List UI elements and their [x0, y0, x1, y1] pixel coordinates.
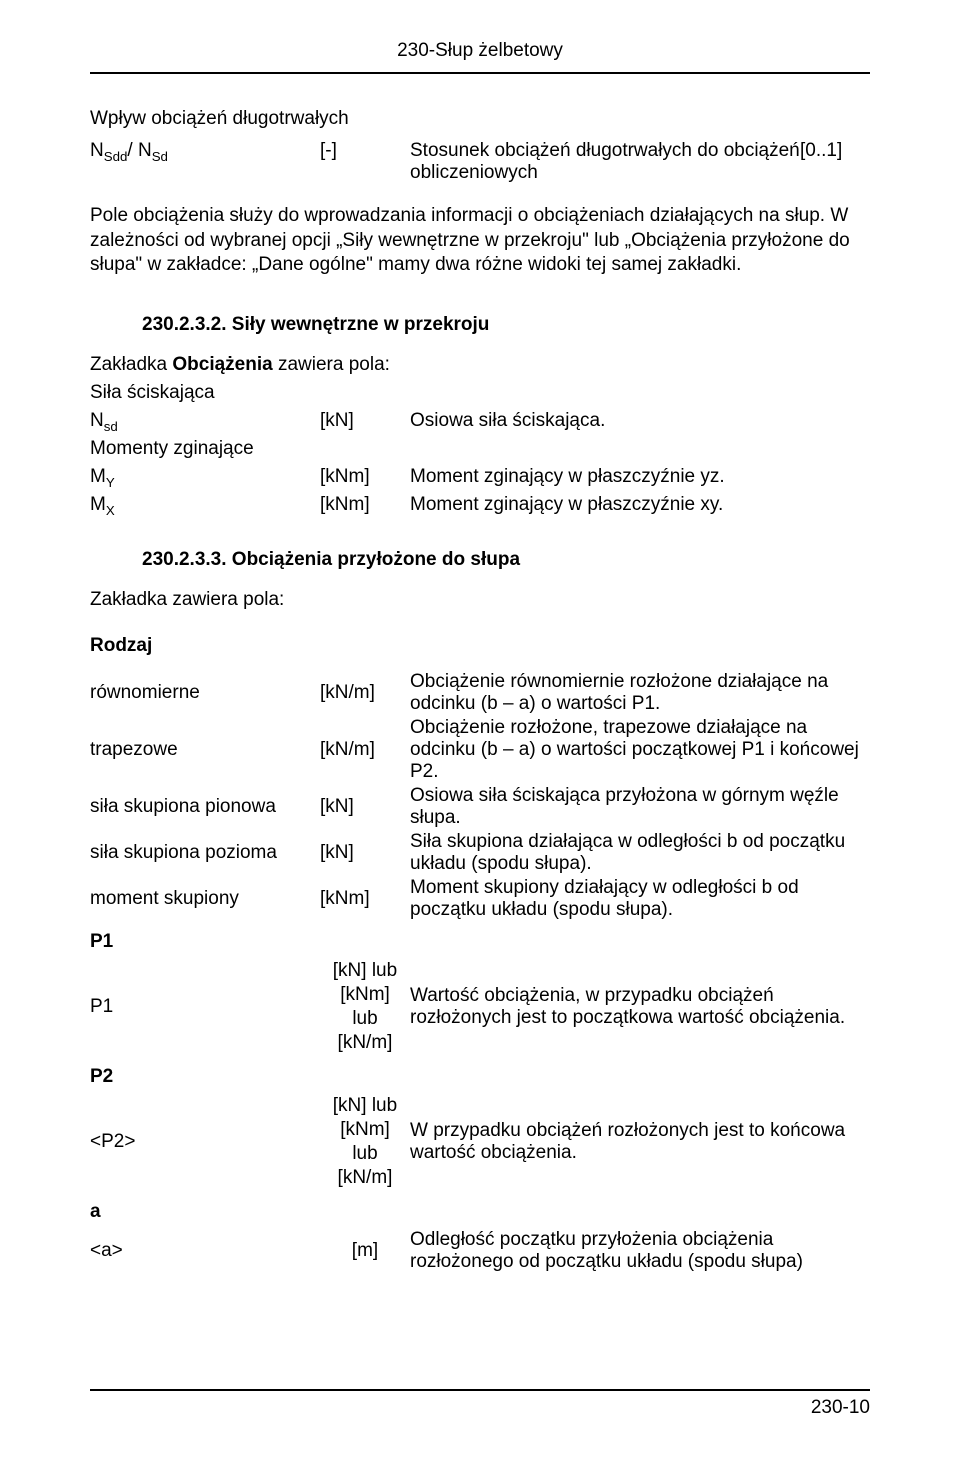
tab1-lead-pref: Zakładka	[90, 354, 172, 375]
rodzaj-desc: Moment skupiony działający w odległości …	[410, 877, 870, 921]
desc-nsd: Osiowa siła ściskająca.	[410, 410, 870, 432]
sym-p2: <P2>	[90, 1131, 320, 1153]
desc-nsdd: Stosunek obciążeń długotrwałych do obcią…	[410, 140, 800, 184]
unit-mx: [kNm]	[320, 494, 410, 516]
sym-mx: MX	[90, 494, 320, 518]
header-rule	[90, 72, 870, 74]
unit-nsd: [kN]	[320, 410, 410, 432]
sym-p1: P1	[90, 996, 320, 1018]
rodzaj-unit: [kN/m]	[320, 739, 410, 761]
sym-nsd: Nsd	[90, 410, 320, 434]
desc-mx: Moment zginający w płaszczyźnie xy.	[410, 494, 870, 516]
row-p1: P1 [kN] lub[kNm]lub[kN/m] Wartość obciąż…	[90, 959, 870, 1054]
rodzaj-row: siła skupiona pozioma[kN]Siła skupiona d…	[90, 831, 870, 875]
heading-p1: P1	[90, 931, 870, 953]
unit-p1: [kN] lub[kNm]lub[kN/m]	[320, 959, 410, 1054]
rodzaj-unit: [kN/m]	[320, 682, 410, 704]
rodzaj-row: siła skupiona pionowa[kN]Osiowa siła ści…	[90, 785, 870, 829]
range-nsdd: [0..1]	[800, 140, 870, 162]
unit-a: [m]	[320, 1240, 410, 1262]
tab2-lead: Zakładka zawiera pola:	[90, 589, 870, 611]
unit-nsdd: [-]	[320, 140, 410, 162]
footer: 230-10	[90, 1389, 870, 1419]
group-sila-sciskajaca: Siła ściskająca	[90, 382, 870, 404]
rodzaj-desc: Osiowa siła ściskająca przyłożona w górn…	[410, 785, 870, 829]
subhead-230-2-3-3: 230.2.3.3. Obciążenia przyłożone do słup…	[142, 549, 870, 571]
rodzaj-sym: siła skupiona pozioma	[90, 842, 320, 864]
sym-my: MY	[90, 466, 320, 490]
rodzaj-row: równomierne[kN/m]Obciążenie równomiernie…	[90, 671, 870, 715]
rodzaj-row: trapezowe[kN/m]Obciążenie rozłożone, tra…	[90, 717, 870, 783]
rodzaj-desc: Obciążenie równomiernie rozłożone działa…	[410, 671, 870, 715]
rodzaj-unit: [kNm]	[320, 888, 410, 910]
rodzaj-unit: [kN]	[320, 796, 410, 818]
heading-rodzaj: Rodzaj	[90, 635, 870, 657]
paragraph-info: Pole obciążenia służy do wprowadzania in…	[90, 204, 870, 278]
section-influence-lead: Wpływ obciążeń długotrwałych	[90, 108, 870, 130]
desc-p1: Wartość obciążenia, w przypadku obciążeń…	[410, 985, 870, 1029]
rodzaj-unit: [kN]	[320, 842, 410, 864]
group-momenty: Momenty zginające	[90, 438, 870, 460]
rodzaj-desc: Siła skupiona działająca w odległości b …	[410, 831, 870, 875]
row-p2: <P2> [kN] lub[kNm]lub[kN/m] W przypadku …	[90, 1094, 870, 1189]
sym-nsdd: NSdd/ NSd	[90, 140, 320, 164]
footer-rule	[90, 1389, 870, 1391]
rodzaj-desc: Obciążenie rozłożone, trapezowe działają…	[410, 717, 870, 783]
tab1-lead-bold: Obciążenia	[172, 354, 272, 375]
heading-a: a	[90, 1201, 870, 1223]
rodzaj-sym: moment skupiony	[90, 888, 320, 910]
page: 230-Słup żelbetowy Wpływ obciążeń długot…	[0, 0, 960, 1467]
page-number: 230-10	[90, 1397, 870, 1419]
rodzaj-sym: trapezowe	[90, 739, 320, 761]
unit-p2: [kN] lub[kNm]lub[kN/m]	[320, 1094, 410, 1189]
rodzaj-rows: równomierne[kN/m]Obciążenie równomiernie…	[90, 671, 870, 923]
row-a: <a> [m] Odległość początku przyłożenia o…	[90, 1229, 870, 1273]
row-mx: MX [kNm] Moment zginający w płaszczyźnie…	[90, 494, 870, 518]
unit-my: [kNm]	[320, 466, 410, 488]
row-nsdd: NSdd/ NSd [-] Stosunek obciążeń długotrw…	[90, 140, 870, 184]
tab1-lead-suf: zawiera pola:	[273, 354, 390, 375]
sym-a: <a>	[90, 1240, 320, 1262]
rodzaj-sym: równomierne	[90, 682, 320, 704]
rodzaj-sym: siła skupiona pionowa	[90, 796, 320, 818]
rodzaj-row: moment skupiony[kNm]Moment skupiony dzia…	[90, 877, 870, 921]
desc-my: Moment zginający w płaszczyźnie yz.	[410, 466, 870, 488]
desc-p2: W przypadku obciążeń rozłożonych jest to…	[410, 1120, 870, 1164]
row-my: MY [kNm] Moment zginający w płaszczyźnie…	[90, 466, 870, 490]
heading-p2: P2	[90, 1066, 870, 1088]
desc-a: Odległość początku przyłożenia obciążeni…	[410, 1229, 870, 1273]
tab1-lead: Zakładka Obciążenia zawiera pola:	[90, 354, 870, 376]
page-title: 230-Słup żelbetowy	[90, 40, 870, 62]
row-nsd: Nsd [kN] Osiowa siła ściskająca.	[90, 410, 870, 434]
subhead-230-2-3-2: 230.2.3.2. Siły wewnętrzne w przekroju	[142, 314, 870, 336]
